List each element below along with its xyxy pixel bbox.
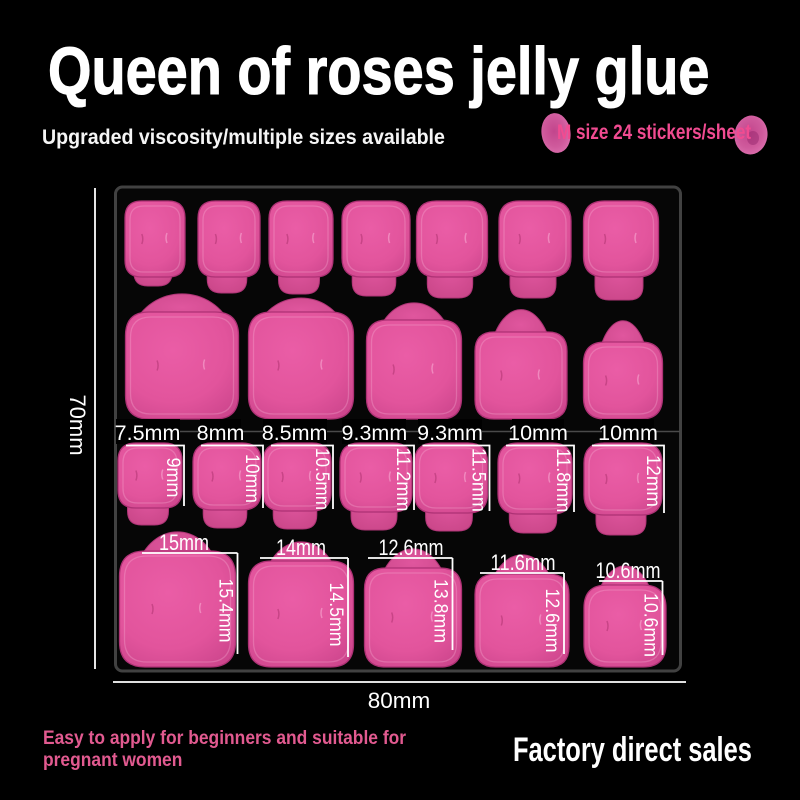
svg-text:10mm: 10mm (508, 421, 568, 445)
svg-text:11.2mm: 11.2mm (392, 448, 413, 512)
svg-text:11.8mm: 11.8mm (552, 449, 573, 513)
svg-text:11.5mm: 11.5mm (468, 448, 489, 512)
svg-text:9.3mm: 9.3mm (417, 421, 483, 445)
svg-text:10.6mm: 10.6mm (596, 558, 661, 583)
svg-text:9mm: 9mm (162, 458, 183, 498)
svg-text:14.5mm: 14.5mm (325, 583, 347, 647)
svg-text:13.8mm: 13.8mm (430, 579, 452, 643)
svg-text:12mm: 12mm (642, 455, 663, 507)
svg-text:15mm: 15mm (159, 530, 209, 555)
svg-text:80mm: 80mm (368, 688, 431, 713)
svg-text:8mm: 8mm (197, 421, 245, 445)
svg-text:12.6mm: 12.6mm (541, 589, 563, 653)
svg-text:10.5mm: 10.5mm (311, 448, 332, 510)
svg-text:10mm: 10mm (241, 454, 262, 503)
svg-text:70mm: 70mm (65, 394, 90, 455)
svg-text:14mm: 14mm (276, 535, 326, 560)
svg-text:10mm: 10mm (598, 421, 658, 445)
svg-text:10.6mm: 10.6mm (640, 593, 662, 657)
svg-text:9.3mm: 9.3mm (342, 421, 408, 445)
svg-text:8.5mm: 8.5mm (262, 421, 328, 445)
svg-text:12.6mm: 12.6mm (379, 535, 444, 560)
svg-text:11.6mm: 11.6mm (491, 550, 556, 575)
svg-text:7.5mm: 7.5mm (115, 421, 181, 445)
svg-text:15.4mm: 15.4mm (215, 579, 237, 643)
